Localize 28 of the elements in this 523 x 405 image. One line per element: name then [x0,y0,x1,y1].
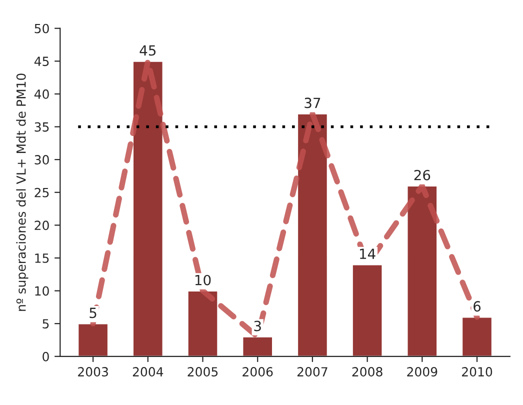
data-label: 10 [195,274,211,286]
x-tick-label: 2008 [352,367,382,376]
y-tick-label: 45 [34,56,49,66]
x-tick-label: 2003 [78,367,108,376]
y-tick-label: 10 [35,286,49,296]
x-tick-label: 2010 [462,367,492,376]
x-tick-label: 2007 [297,367,328,376]
y-tick-label: 35 [34,122,49,132]
y-tick-label: 40 [34,89,49,99]
data-label: 3 [254,320,261,332]
x-tick-label: 2006 [242,367,273,376]
y-tick-label: 25 [34,188,49,198]
y-tick-label: 50 [34,24,49,34]
data-label: 45 [140,45,156,56]
y-tick-label: 5 [42,319,49,329]
data-label: 6 [474,301,481,312]
data-label: 37 [304,98,320,108]
y-tick-label: 0 [42,352,49,362]
data-label: 26 [414,170,430,180]
x-tick-label: 2009 [407,367,438,376]
y-tick-label: 30 [34,155,49,164]
x-tick-label: 2005 [188,367,218,376]
y-axis-title: nº superaciones del VL+ Mdt de PM10 [16,74,28,311]
data-label: 5 [90,308,96,318]
x-tick-label: 2004 [132,367,164,376]
data-label: 14 [360,248,376,259]
y-tick-label: 15 [35,254,49,263]
y-tick-label: 20 [34,220,49,230]
